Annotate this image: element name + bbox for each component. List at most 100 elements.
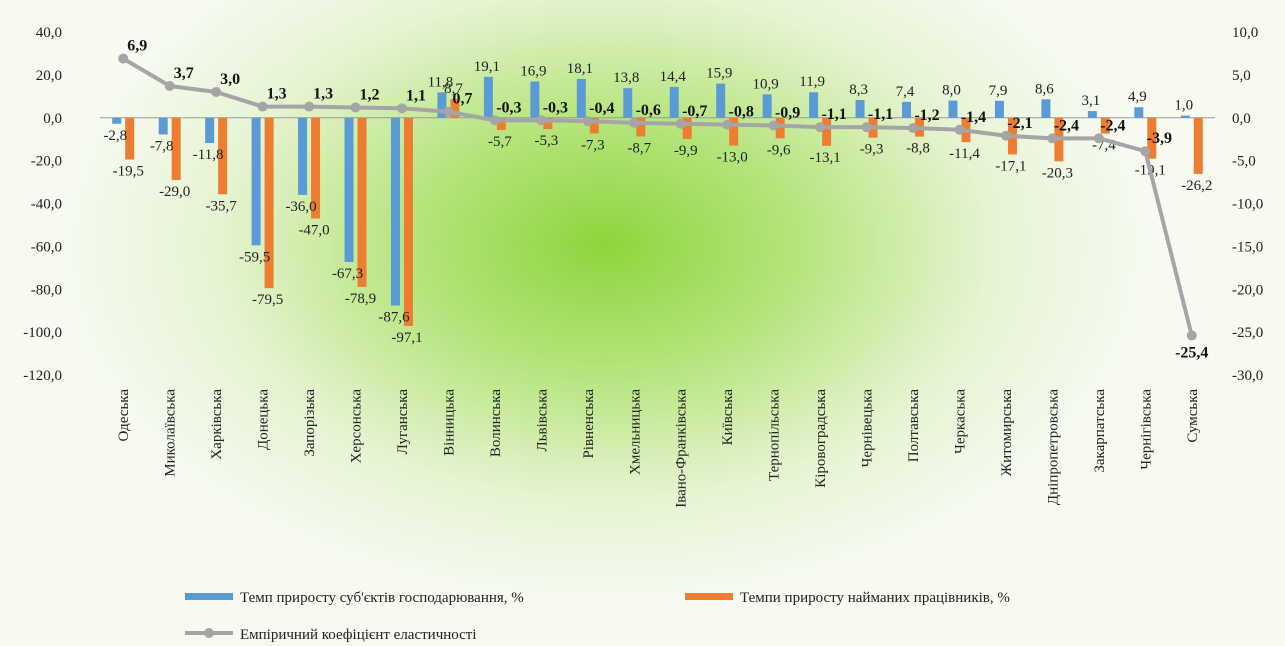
y-right-tick-label: 5,0: [1232, 68, 1251, 84]
y-left-tick-label: -40,0: [31, 197, 62, 213]
bar-workers: [775, 117, 785, 139]
data-label-elasticity: -0,4: [589, 100, 614, 117]
x-tick-label: Рівненська: [581, 389, 597, 459]
y-right-tick-label: -30,0: [1232, 368, 1263, 384]
data-label-workers: -5,3: [534, 133, 558, 149]
bar-workers: [496, 117, 506, 130]
x-tick-label: Київська: [720, 389, 736, 446]
bar-business: [994, 100, 1004, 118]
bar-business: [1087, 111, 1097, 118]
elasticity-point: [1140, 146, 1151, 157]
elasticity-point: [1186, 330, 1197, 341]
elasticity-point: [304, 101, 315, 112]
bar-business: [1180, 115, 1190, 118]
data-label-business: -87,6: [378, 310, 410, 326]
data-label-business: 1,0: [1174, 98, 1193, 114]
legend-label-workers: Темпи приросту найманих працівників, %: [740, 590, 1010, 606]
bar-business: [669, 86, 679, 118]
bar-workers: [729, 117, 739, 146]
bar-business: [948, 100, 958, 118]
data-label-elasticity: 1,2: [360, 86, 380, 103]
bar-workers: [125, 117, 135, 160]
bar-workers: [171, 117, 181, 180]
data-label-workers: -8,7: [627, 140, 651, 156]
data-label-business: 11,9: [799, 74, 825, 90]
data-label-elasticity: -1,2: [914, 107, 939, 124]
data-label-business: 14,4: [660, 69, 687, 85]
data-label-business: -67,3: [332, 266, 363, 282]
data-label-elasticity: -1,1: [868, 106, 893, 123]
data-label-workers: -7,3: [581, 137, 605, 153]
legend-label-business: Темп приросту суб'єктів господарювання, …: [240, 590, 524, 606]
bar-business: [576, 78, 586, 118]
x-tick-label: Кіровоградська: [813, 389, 829, 488]
data-label-business: -7,8: [150, 138, 174, 154]
data-label-elasticity: 0,7: [452, 91, 472, 108]
x-tick-label: Закарпатська: [1092, 389, 1108, 473]
data-label-business: 7,4: [896, 84, 915, 100]
data-label-workers: -26,2: [1181, 178, 1212, 194]
data-label-workers: -13,0: [717, 150, 748, 166]
data-label-workers: -79,5: [252, 292, 283, 308]
x-tick-label: Вінницька: [441, 389, 457, 456]
x-tick-label: Волинська: [488, 389, 504, 457]
bar-workers: [543, 117, 553, 130]
elasticity-point: [861, 122, 872, 133]
data-label-workers: -11,4: [949, 146, 980, 162]
bar-workers: [311, 117, 321, 219]
data-label-business: -36,0: [285, 199, 316, 215]
bar-business: [483, 76, 493, 118]
legend-swatch-workers: [685, 593, 733, 600]
data-label-workers: -9,6: [767, 142, 791, 158]
data-label-elasticity: -1,4: [961, 109, 986, 126]
data-label-workers: -13,1: [809, 150, 840, 166]
elasticity-line: [122, 56, 1194, 337]
elasticity-point: [257, 101, 268, 112]
data-label-business: 16,9: [520, 64, 546, 80]
elasticity-point: [118, 53, 129, 64]
y-left-tick-label: 40,0: [36, 25, 62, 41]
y-left-tick-label: 0,0: [43, 111, 62, 127]
y-right-tick-label: -15,0: [1232, 239, 1263, 255]
elasticity-point: [954, 124, 965, 135]
y-right-tick-label: -25,0: [1232, 325, 1263, 341]
data-label-elasticity: 3,0: [220, 71, 240, 88]
data-label-workers: -17,1: [995, 158, 1026, 174]
data-label-elasticity: 3,7: [174, 65, 194, 82]
bar-workers: [1100, 117, 1110, 134]
y-right-tick-label: 10,0: [1232, 25, 1258, 41]
data-label-workers: -9,3: [860, 142, 884, 158]
elasticity-point: [815, 122, 826, 133]
data-label-business: 4,9: [1128, 89, 1147, 105]
elasticity-point: [350, 102, 361, 113]
bar-business: [623, 88, 633, 118]
bar-business: [902, 101, 912, 118]
bar-workers: [682, 117, 692, 139]
bar-business: [251, 117, 261, 246]
data-label-workers: -78,9: [345, 291, 376, 307]
elasticity-point: [1047, 133, 1058, 144]
y-right-tick-label: 0,0: [1232, 111, 1251, 127]
y-right-tick-label: -5,0: [1232, 154, 1256, 170]
y-left-tick-label: -80,0: [31, 282, 62, 298]
data-label-elasticity: -0,3: [496, 99, 521, 116]
bar-workers: [1147, 117, 1157, 159]
bar-business: [1041, 99, 1051, 118]
data-label-elasticity: -25,4: [1175, 345, 1208, 362]
legend-marker-elasticity: [204, 628, 214, 638]
data-label-business: 11,8: [428, 74, 454, 90]
bar-business: [809, 92, 819, 118]
y-left-tick-label: -20,0: [31, 154, 62, 170]
elasticity-point: [582, 116, 593, 127]
data-label-business: 3,1: [1081, 93, 1100, 109]
elasticity-point: [908, 123, 919, 134]
x-tick-label: Сумська: [1185, 389, 1201, 443]
bar-workers: [636, 117, 646, 137]
elasticity-point: [1093, 133, 1104, 144]
bar-workers: [403, 117, 413, 326]
data-label-elasticity: -0,9: [775, 104, 800, 121]
data-label-business: 19,1: [474, 59, 500, 75]
bar-business: [112, 117, 122, 124]
